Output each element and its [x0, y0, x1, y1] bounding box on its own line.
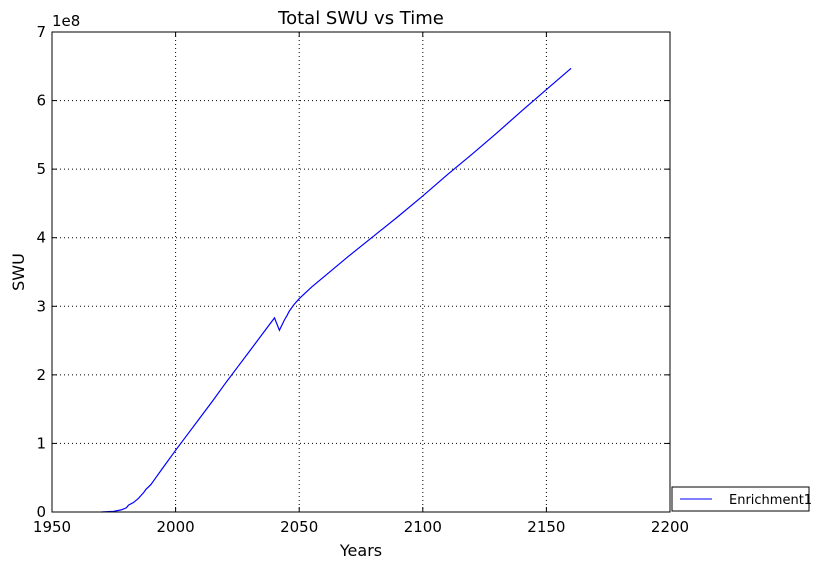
- legend: Enrichment1: [671, 486, 812, 512]
- y-tick-label: 7: [36, 23, 46, 41]
- y-tick-label: 5: [36, 160, 46, 178]
- x-tick-label: 2150: [527, 518, 565, 536]
- x-axis-label: Years: [339, 541, 382, 560]
- series-layer: [101, 67, 572, 513]
- x-tick-label: 2050: [280, 518, 318, 536]
- x-tick-label: 2100: [404, 518, 442, 536]
- y-tick-label: 0: [36, 503, 46, 521]
- series-line-enrichment1: [101, 67, 572, 513]
- y-tick-label: 2: [36, 366, 46, 384]
- chart-title: Total SWU vs Time: [277, 8, 444, 29]
- x-tick-label: 2000: [157, 518, 195, 536]
- y-axis-label: SWU: [9, 253, 28, 291]
- plot-area-frame: [51, 31, 671, 513]
- y-tick-label: 1: [36, 434, 46, 452]
- x-tick-label: 1950: [33, 518, 71, 536]
- legend-label: Enrichment1: [729, 493, 812, 508]
- y-tick-label: 3: [36, 297, 46, 315]
- grid-lines: [52, 32, 670, 512]
- x-tick-label: 2200: [651, 518, 689, 536]
- y-tick-label: 4: [36, 229, 46, 247]
- y-multiplier-label: 1e8: [52, 12, 80, 30]
- axis-ticks: 1950 2000 2050 2100 2150 2200 0 1 2 3 4 5 6 7: [33, 23, 689, 536]
- y-tick-label: 6: [36, 92, 46, 110]
